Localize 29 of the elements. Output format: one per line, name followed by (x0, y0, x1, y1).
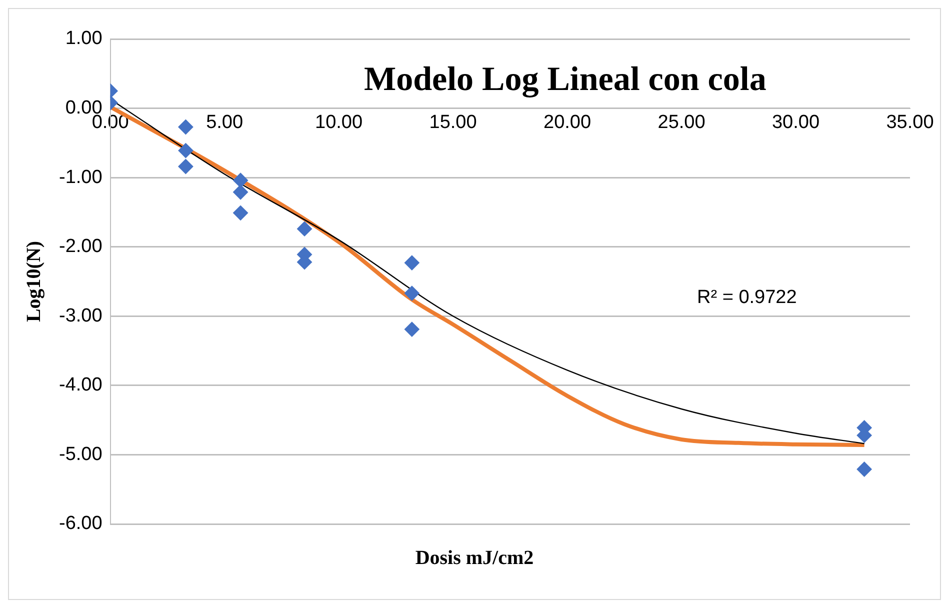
y-tick-label: -5.00 (58, 444, 102, 465)
point (404, 255, 420, 270)
x-tick-label: 35.00 (886, 112, 934, 133)
x-tick-label: 5.00 (206, 112, 244, 133)
text: Modelo Log Lineal con cola (364, 61, 766, 99)
point (178, 158, 194, 174)
x-tick-label: 15.00 (429, 112, 477, 133)
x-tick-label: 20.00 (544, 112, 592, 133)
y-tick-label: -6.00 (58, 513, 102, 534)
y-axis-title: Log10(N) (23, 240, 46, 322)
y-tick-label: -1.00 (58, 166, 102, 188)
x-tick-label: 10.00 (315, 112, 363, 133)
x-tick-label: 30.00 (772, 112, 820, 133)
y-tick-label: 1.00 (65, 28, 102, 50)
y-tick-label: -2.00 (58, 236, 102, 258)
point (178, 119, 194, 134)
point (404, 286, 420, 301)
point (233, 172, 248, 188)
x-axis-title: Dosis mJ/cm2 (414, 547, 535, 570)
point (404, 322, 420, 337)
annotation: R² = 0.9722 (697, 287, 797, 309)
y-tick-label: -4.00 (58, 374, 102, 396)
point (233, 205, 248, 220)
point (178, 143, 194, 158)
point (233, 184, 248, 200)
point (856, 462, 872, 477)
y-tick-label: -3.00 (58, 305, 102, 326)
x-tick-label: 25.00 (658, 112, 706, 133)
point (297, 221, 312, 236)
